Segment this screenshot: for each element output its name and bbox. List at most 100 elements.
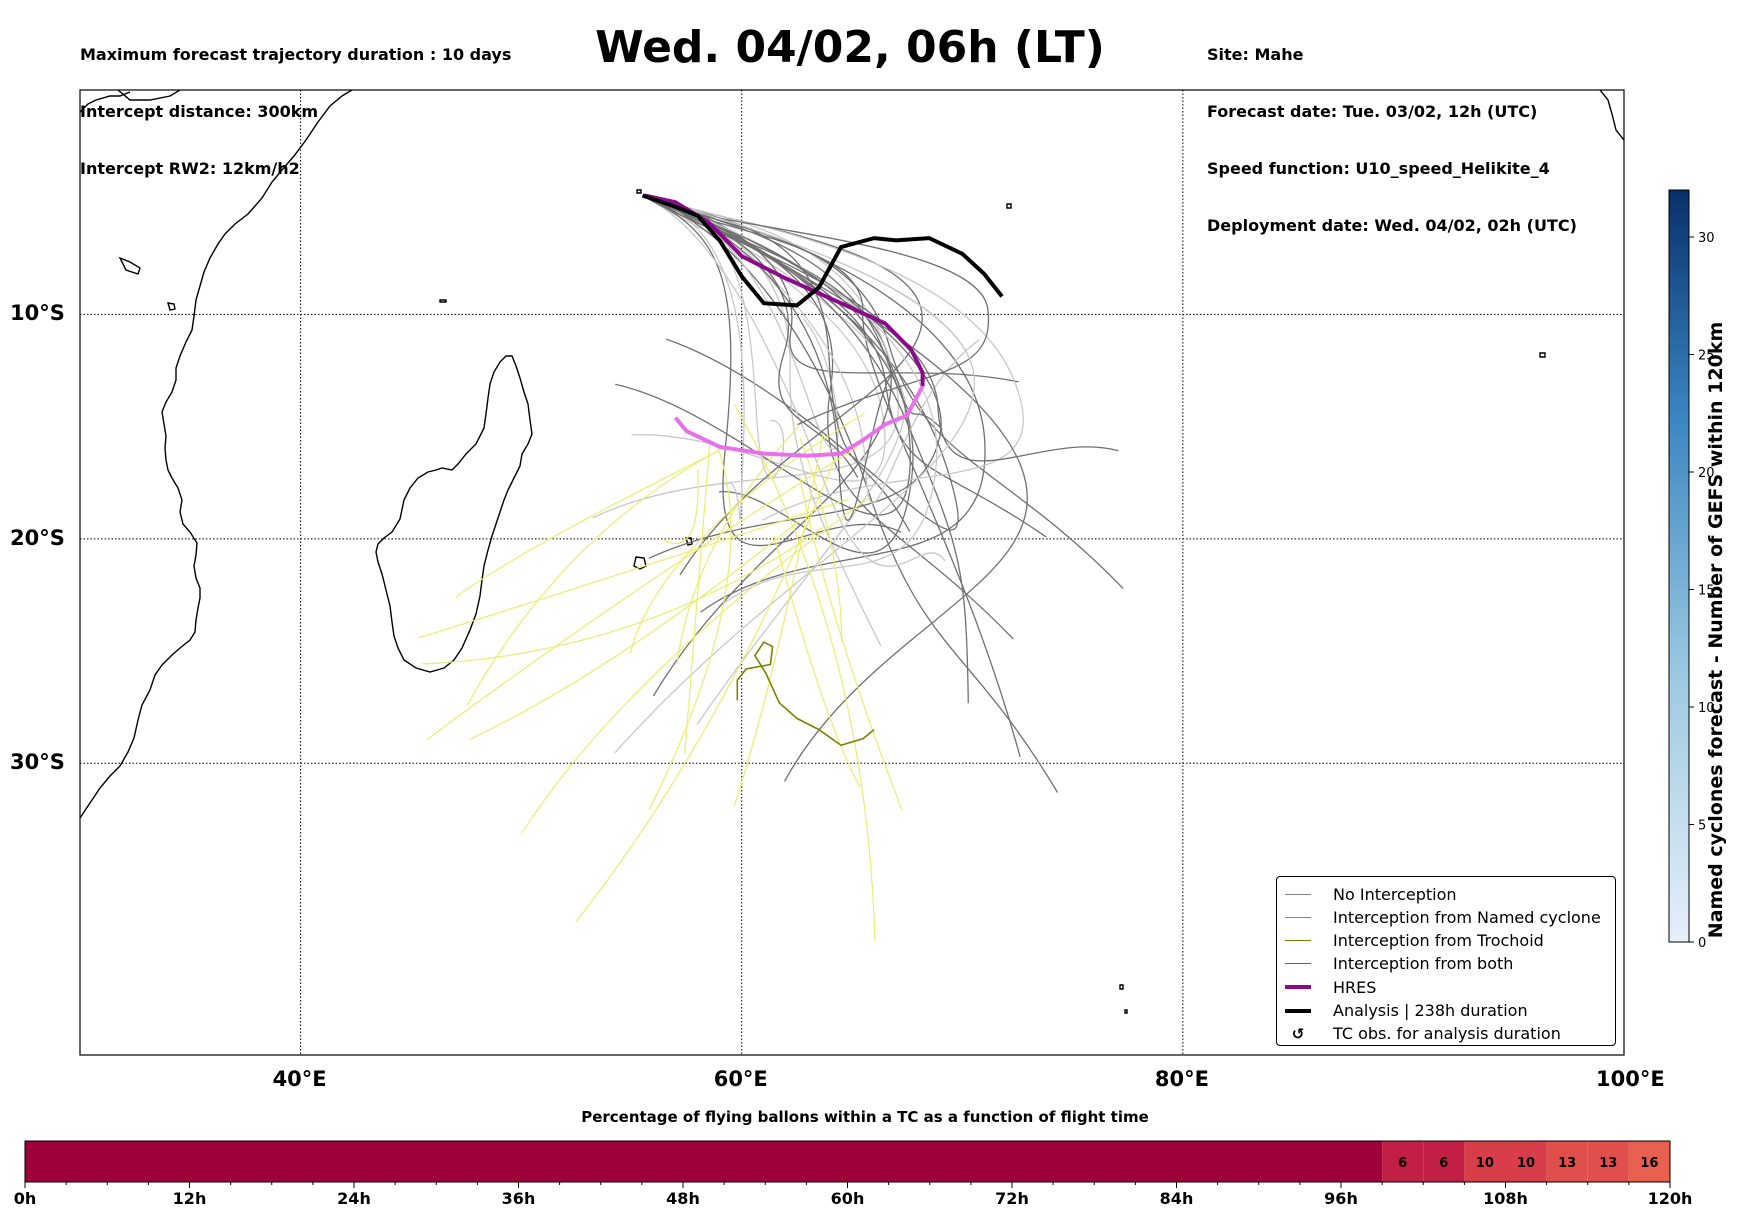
legend-label: No Interception — [1333, 884, 1457, 904]
legend-label: TC obs. for analysis duration — [1333, 1024, 1561, 1044]
colorbar-tick-label: 5 — [1698, 819, 1706, 834]
header-line: Deployment date: Wed. 04/02, 02h (UTC) — [1207, 216, 1577, 235]
legend-label: HRES — [1333, 977, 1377, 997]
ensemble-track — [798, 473, 903, 811]
bar-tick-label: 120h — [1648, 1189, 1693, 1208]
reunion-island — [633, 556, 647, 570]
ensemble-track — [615, 197, 911, 516]
colorbar-gradient — [1668, 189, 1690, 943]
bar-tick-label: 24h — [337, 1189, 371, 1208]
ensemble-track — [648, 445, 732, 810]
bar-segments: 6 6 10 10 13 13 16 — [25, 1141, 1670, 1182]
ensemble-track — [426, 446, 858, 741]
analysis-track — [641, 193, 1004, 308]
legend-label: Interception from Named cyclone — [1333, 907, 1601, 927]
ensemble-track — [663, 469, 699, 545]
colorbar-tick-label: 0 — [1698, 936, 1706, 951]
legend-entry: Interception from Named cyclone — [1285, 906, 1601, 928]
bar-segment-label: 6 — [1439, 1156, 1448, 1171]
ensemble-track — [684, 438, 711, 755]
colorbar-tick-label: 20 — [1698, 466, 1715, 481]
colorbar: 0 5 10 15 20 25 30 — [1668, 189, 1715, 951]
bar-ticks: 0h 12h 24h 36h 48h 60h 72h 84h 96h 108h 120h — [14, 1182, 1693, 1208]
bar-segment-label: 10 — [1517, 1156, 1535, 1171]
sea-islet — [118, 256, 141, 275]
chagos-island — [1006, 203, 1012, 209]
longitude-tick-label: 40°E — [272, 1067, 327, 1091]
comoros-island — [167, 302, 176, 311]
legend: No Interception Interception from Named c… — [1276, 876, 1616, 1046]
header-line: Forecast date: Tue. 03/02, 12h (UTC) — [1207, 102, 1538, 121]
legend-swatch — [1285, 893, 1311, 895]
ensemble-track — [646, 197, 911, 532]
bar-segment — [1587, 1141, 1629, 1182]
bar-segment-label: 13 — [1599, 1156, 1617, 1171]
ensemble-track — [521, 497, 871, 834]
ensemble-track — [646, 197, 745, 520]
bar-tick-label: 84h — [1160, 1189, 1194, 1208]
bar-segment-label: 10 — [1476, 1156, 1494, 1171]
bar-segment — [1382, 1141, 1424, 1182]
sea-islet — [1124, 1009, 1128, 1014]
ensemble-track — [575, 453, 838, 923]
arabia-coast — [117, 90, 181, 101]
bar-segment-label: 16 — [1640, 1156, 1658, 1171]
legend-label: Interception from both — [1333, 954, 1514, 974]
legend-swatch — [1285, 940, 1311, 942]
ensemble-track — [646, 197, 990, 426]
africa-coastline — [80, 90, 354, 819]
colorbar-ticks: 0 5 10 15 20 25 30 — [1689, 231, 1715, 951]
tc-obs-icon: ↺ — [1291, 1024, 1305, 1043]
ensemble-track — [646, 197, 1119, 462]
bottom-bar-title: Percentage of flying ballons within a TC… — [581, 1108, 1149, 1126]
legend-entry: Interception from Trochoid — [1285, 930, 1544, 952]
bar-segment — [1423, 1141, 1465, 1182]
trochoid-interception-track — [736, 641, 875, 747]
bar-segment — [1628, 1141, 1670, 1182]
africa-coast-north — [80, 91, 131, 113]
longitude-tick-label: 80°E — [1154, 1067, 1209, 1091]
ensemble-track — [466, 447, 723, 706]
ensemble-tracks-yellow — [418, 404, 903, 941]
ensemble-track — [614, 197, 975, 754]
sea-islet — [1119, 984, 1124, 990]
colorbar-tick-label: 30 — [1698, 231, 1715, 246]
ensemble-track — [646, 197, 892, 521]
ensemble-track — [629, 412, 865, 654]
ensemble-track — [773, 535, 861, 788]
legend-swatch — [1285, 963, 1311, 965]
legend-entry: HRES — [1285, 976, 1376, 998]
seychelles-island — [636, 189, 642, 194]
legend-entry: Analysis | 238h duration — [1285, 1000, 1528, 1022]
ensemble-track — [646, 197, 969, 704]
header-line: Maximum forecast trajectory duration : 1… — [80, 45, 512, 64]
sea-islet — [1599, 90, 1624, 141]
legend-entry: Interception from both — [1285, 953, 1513, 975]
bar-tick-label: 72h — [995, 1189, 1029, 1208]
ensemble-track — [646, 197, 892, 697]
legend-swatch — [1285, 985, 1311, 990]
ensemble-track — [799, 437, 843, 643]
ensemble-track — [646, 197, 923, 576]
bar-tick-label: 0h — [14, 1189, 37, 1208]
latitude-tick-label: 10°S — [10, 301, 65, 326]
site-info: Site: Mahe Forecast date: Tue. 03/02, 12… — [1207, 7, 1577, 254]
colorbar-tick-label: 15 — [1698, 584, 1715, 599]
colorbar-label: Named cyclones forecast - Number of GEFS… — [1705, 321, 1727, 939]
ensemble-track — [421, 526, 824, 665]
ensemble-track — [646, 197, 902, 547]
latitude-tick-label: 20°S — [10, 525, 65, 550]
ensemble-track — [646, 197, 946, 567]
ensemble-track — [733, 404, 876, 941]
header-line: Intercept RW2: 12km/h2 — [80, 159, 300, 178]
bar-tick-label: 48h — [666, 1189, 700, 1208]
bar-tick-label: 60h — [831, 1189, 865, 1208]
bar-segment — [1546, 1141, 1588, 1182]
latitude-tick-label: 30°S — [10, 750, 65, 775]
ensemble-tracks — [592, 197, 1124, 793]
legend-label: Interception from Trochoid — [1333, 931, 1544, 951]
ensemble-track — [418, 498, 849, 639]
longitude-tick-label: 60°E — [713, 1067, 768, 1091]
map-frame — [79, 89, 1625, 1056]
ensemble-track — [455, 451, 718, 598]
